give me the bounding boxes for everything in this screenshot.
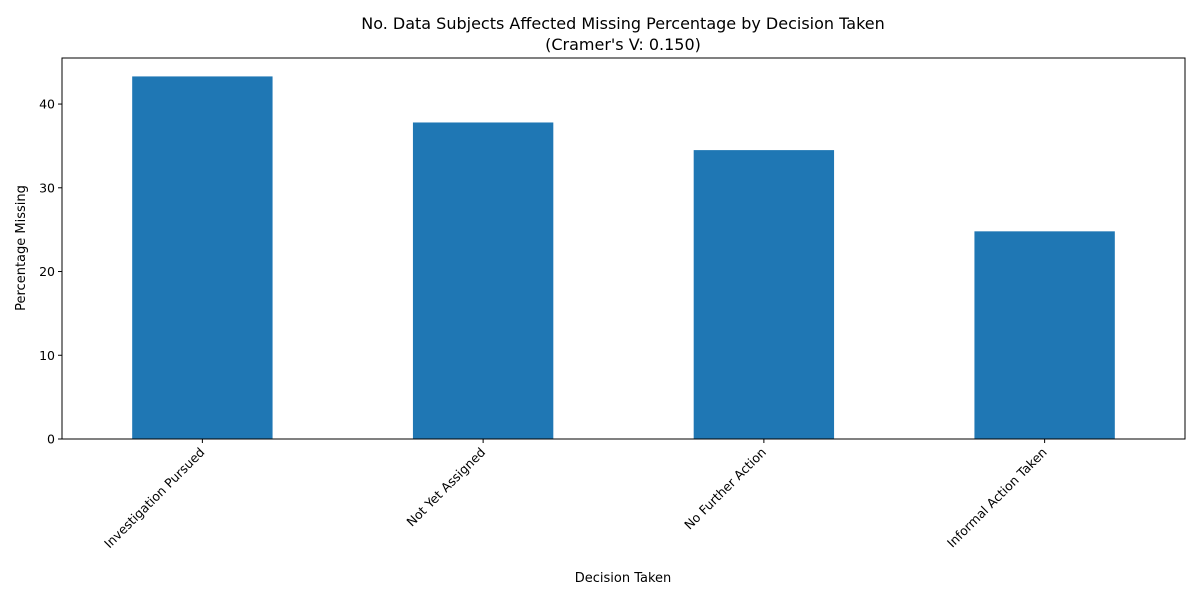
y-tick-label: 0 xyxy=(47,432,55,447)
x-tick-label: Informal Action Taken xyxy=(944,445,1050,551)
y-tick-label: 10 xyxy=(39,348,55,363)
chart-subtitle: (Cramer's V: 0.150) xyxy=(545,35,701,54)
plot-frame xyxy=(61,57,1186,440)
x-tick-label: Investigation Pursued xyxy=(101,445,207,551)
y-tick-label: 40 xyxy=(39,97,55,112)
bar-investigation-pursued xyxy=(132,76,273,439)
y-tick-label: 20 xyxy=(39,264,55,279)
bar-informal-action-taken xyxy=(974,231,1115,439)
chart-title: No. Data Subjects Affected Missing Perce… xyxy=(361,14,885,33)
y-axis-label: Percentage Missing xyxy=(14,185,29,311)
bar-not-yet-assigned xyxy=(412,122,554,439)
y-tick-label: 30 xyxy=(39,180,55,195)
bar-no-further-action xyxy=(693,150,835,439)
x-axis-label: Decision Taken xyxy=(575,571,672,586)
bars-layer xyxy=(132,76,1115,439)
x-tick-label: Not Yet Assigned xyxy=(403,445,488,530)
y-axis-ticks: 0 10 20 30 40 xyxy=(39,97,62,447)
x-tick-label: No Further Action xyxy=(681,445,769,533)
x-axis-ticks: Investigation Pursued Not Yet Assigned No … xyxy=(101,439,1050,551)
